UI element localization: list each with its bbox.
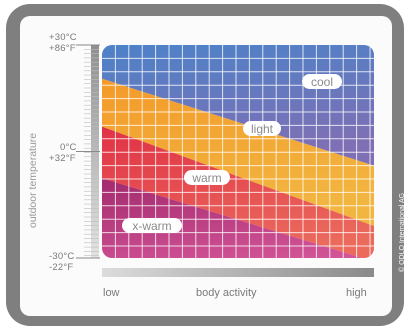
- zone-label-warm: warm: [184, 170, 230, 185]
- zone-label-text: warm: [191, 171, 221, 185]
- copyright-notice: © ODLO International AG: [399, 193, 406, 272]
- zone-label-x-warm: x-warm: [122, 218, 182, 233]
- zone-label-text: light: [251, 122, 274, 136]
- x-tick-high: high: [346, 287, 367, 299]
- body-activity-bar: [102, 268, 374, 277]
- x-axis-label: body activity: [196, 287, 257, 299]
- zone-label-light: light: [243, 121, 281, 136]
- x-tick-low: low: [103, 287, 120, 299]
- zone-label-text: cool: [311, 75, 333, 89]
- zone-label-text: x-warm: [132, 219, 171, 233]
- zone-label-cool: cool: [302, 74, 342, 89]
